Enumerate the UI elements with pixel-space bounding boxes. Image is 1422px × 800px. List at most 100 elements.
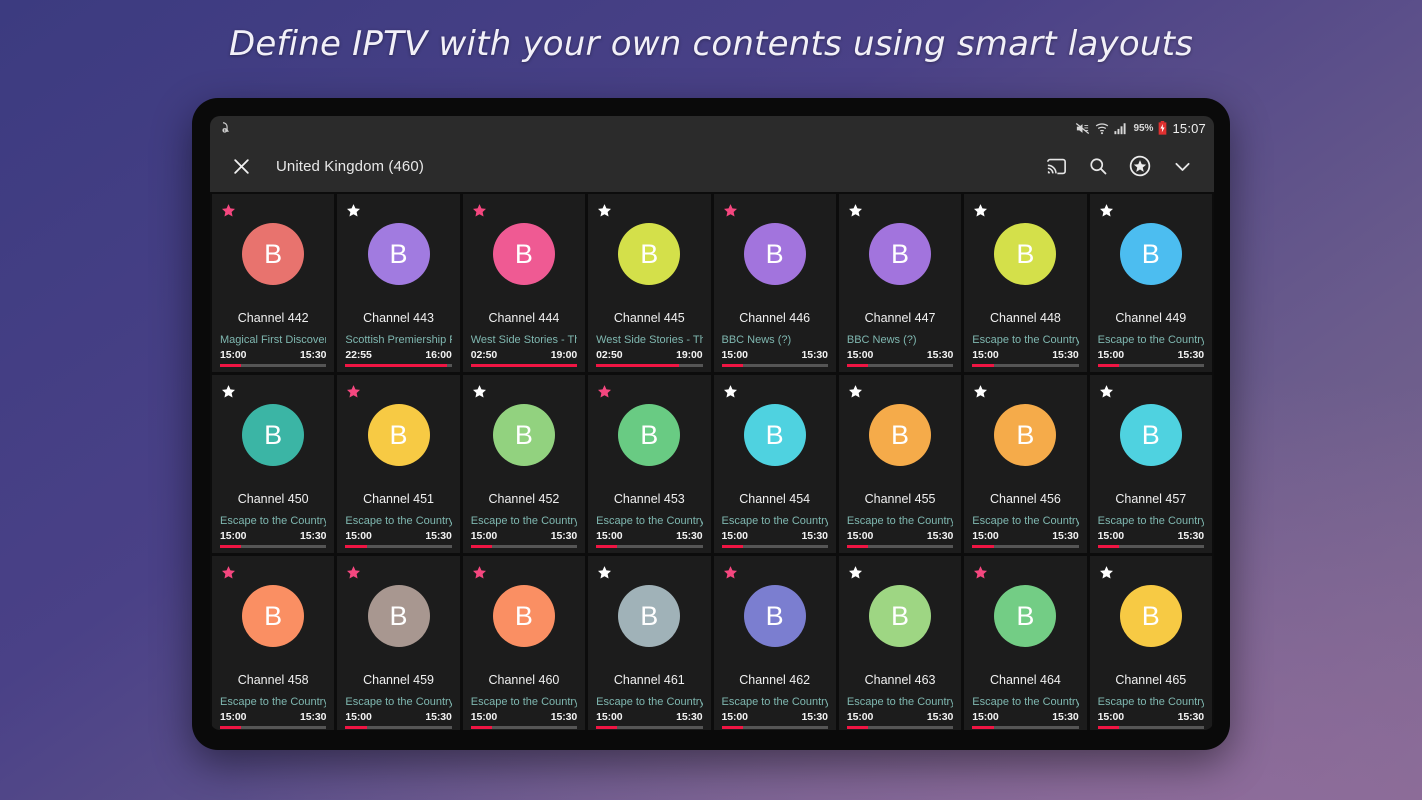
epg-progress-bar (220, 545, 327, 548)
epg-block: West Side Stories - The … 02:50 19:00 (470, 334, 577, 372)
favorite-star-off-icon[interactable] (848, 565, 863, 580)
channel-card[interactable]: B Channel 465 Escape to the Country (?) 15:… (1089, 556, 1212, 730)
channel-name: Channel 445 (613, 311, 685, 325)
cast-icon[interactable] (1044, 154, 1068, 178)
epg-progress-fill (1097, 726, 1119, 729)
channel-card[interactable]: B Channel 457 Escape to the Country (?) 15:… (1089, 375, 1212, 553)
epg-times: 15:00 15:30 (722, 711, 828, 723)
epg-progress-bar (1097, 364, 1204, 367)
channel-logo: B (367, 404, 430, 466)
epg-progress-bar (345, 545, 452, 548)
epg-progress-fill (1097, 545, 1119, 548)
favorite-star-on-icon[interactable] (472, 203, 487, 218)
channel-card[interactable]: B Channel 455 Escape to the Country (?) 15:… (838, 375, 962, 553)
channel-name: Channel 443 (363, 311, 435, 325)
epg-block: Escape to the Country (?) 15:00 15:30 (1097, 334, 1204, 372)
wifi-icon (1095, 122, 1109, 135)
epg-progress-fill (846, 545, 869, 548)
favorite-star-on-icon[interactable] (221, 203, 236, 218)
epg-block: Scottish Premiership Fo… 22:55 16:00 (345, 334, 452, 372)
epg-progress-bar (596, 545, 703, 548)
channel-card[interactable]: B Channel 458 Escape to the Country (?) 15:… (212, 556, 335, 730)
epg-program-title: Escape to the Country (?) (721, 696, 828, 709)
favorite-star-on-icon[interactable] (221, 565, 236, 580)
epg-end-time: 15:30 (1052, 349, 1079, 361)
close-icon[interactable] (228, 153, 254, 179)
favorite-star-off-icon[interactable] (597, 203, 612, 218)
signal-bars-icon (1114, 122, 1128, 135)
channel-logo: B (869, 404, 932, 466)
favorite-star-off-icon[interactable] (1099, 384, 1114, 399)
channel-card[interactable]: B Channel 464 Escape to the Country (?) 15:… (964, 556, 1087, 730)
epg-program-title: Escape to the Country (?) (972, 696, 1079, 709)
favorite-star-on-icon[interactable] (597, 384, 612, 399)
favorite-star-on-icon[interactable] (973, 565, 988, 580)
favorite-star-off-icon[interactable] (221, 384, 236, 399)
epg-block: Escape to the Country (?) 15:00 15:30 (972, 334, 1079, 372)
channel-card[interactable]: B Channel 444 West Side Stories - The … 02:… (462, 194, 586, 372)
channel-card[interactable]: B Channel 454 Escape to the Country (?) 15:… (713, 375, 836, 553)
favorite-star-off-icon[interactable] (973, 384, 988, 399)
favorite-star-off-icon[interactable] (723, 384, 738, 399)
favorite-star-off-icon[interactable] (848, 384, 863, 399)
chevron-down-icon[interactable] (1170, 154, 1194, 178)
channel-card[interactable]: B Channel 463 Escape to the Country (?) 15:… (838, 556, 962, 730)
channel-logo: B (367, 223, 430, 285)
favorite-star-off-icon[interactable] (472, 384, 487, 399)
channel-card[interactable]: B Channel 448 Escape to the Country (?) 15:… (964, 194, 1087, 372)
channel-card[interactable]: B Channel 450 Escape to the Country (?) 15:… (212, 375, 335, 553)
epg-times: 15:00 15:30 (345, 711, 451, 723)
channel-card[interactable]: B Channel 459 Escape to the Country (?) 15:… (337, 556, 460, 730)
favorite-star-off-icon[interactable] (973, 203, 988, 218)
channel-logo: B (492, 585, 555, 647)
channel-card[interactable]: B Channel 452 Escape to the Country (?) 15:… (462, 375, 586, 553)
channel-card[interactable]: B Channel 446 BBC News (?) 15:00 15:30 (713, 194, 836, 372)
channel-card[interactable]: B Channel 460 Escape to the Country (?) 15:… (462, 556, 586, 730)
favorite-star-on-icon[interactable] (723, 565, 738, 580)
epg-progress-bar (345, 726, 452, 729)
channel-card[interactable]: B Channel 461 Escape to the Country (?) 15:… (588, 556, 711, 730)
favorite-star-off-icon[interactable] (1099, 565, 1114, 580)
epg-progress-fill (596, 726, 618, 729)
channel-grid[interactable]: B Channel 442 Magical First Discoverie… 15:… (210, 192, 1214, 730)
channel-card[interactable]: B Channel 453 Escape to the Country (?) 15:… (588, 375, 711, 553)
channel-name: Channel 458 (237, 673, 309, 687)
epg-block: Escape to the Country (?) 15:00 15:30 (721, 515, 828, 553)
channel-card[interactable]: B Channel 447 BBC News (?) 15:00 15:30 (838, 194, 962, 372)
epg-start-time: 15:00 (596, 711, 623, 723)
epg-program-title: Escape to the Country (?) (846, 515, 954, 528)
search-icon[interactable] (1086, 154, 1110, 178)
favorite-star-off-icon[interactable] (1099, 203, 1114, 218)
channel-logo: B (492, 404, 555, 466)
channel-name: Channel 442 (237, 311, 309, 325)
favorite-star-on-icon[interactable] (346, 384, 361, 399)
epg-times: 15:00 15:30 (220, 530, 326, 542)
epg-progress-fill (470, 545, 493, 548)
favorite-star-on-icon[interactable] (723, 203, 738, 218)
channel-card[interactable]: B Channel 451 Escape to the Country (?) 15:… (337, 375, 460, 553)
channel-card[interactable]: B Channel 445 West Side Stories - The … 02:… (588, 194, 711, 372)
favorite-star-on-icon[interactable] (472, 565, 487, 580)
favorite-star-icon[interactable] (1128, 154, 1152, 178)
favorite-star-off-icon[interactable] (848, 203, 863, 218)
epg-program-title: BBC News (?) (721, 334, 792, 347)
epg-times: 15:00 15:30 (847, 349, 953, 361)
channel-logo: B (743, 223, 806, 285)
channel-logo: B (994, 585, 1057, 647)
epg-times: 15:00 15:30 (596, 711, 702, 723)
channel-card[interactable]: B Channel 456 Escape to the Country (?) 15:… (964, 375, 1087, 553)
channel-name: Channel 459 (363, 673, 435, 687)
epg-end-time: 15:30 (1052, 711, 1079, 723)
channel-card[interactable]: B Channel 443 Scottish Premiership Fo… 22:5… (337, 194, 460, 372)
favorite-star-off-icon[interactable] (346, 203, 361, 218)
epg-program-title: Escape to the Country (?) (846, 696, 954, 709)
favorite-star-on-icon[interactable] (346, 565, 361, 580)
channel-card[interactable]: B Channel 449 Escape to the Country (?) 15:… (1089, 194, 1212, 372)
favorite-star-off-icon[interactable] (597, 565, 612, 580)
channel-card[interactable]: B Channel 442 Magical First Discoverie… 15:… (212, 194, 335, 372)
channel-card[interactable]: B Channel 462 Escape to the Country (?) 15:… (713, 556, 836, 730)
epg-start-time: 02:50 (596, 349, 623, 361)
epg-block: Escape to the Country (?) 15:00 15:30 (972, 515, 1079, 553)
channel-name: Channel 465 (1115, 673, 1187, 687)
channel-name: Channel 450 (237, 492, 309, 506)
